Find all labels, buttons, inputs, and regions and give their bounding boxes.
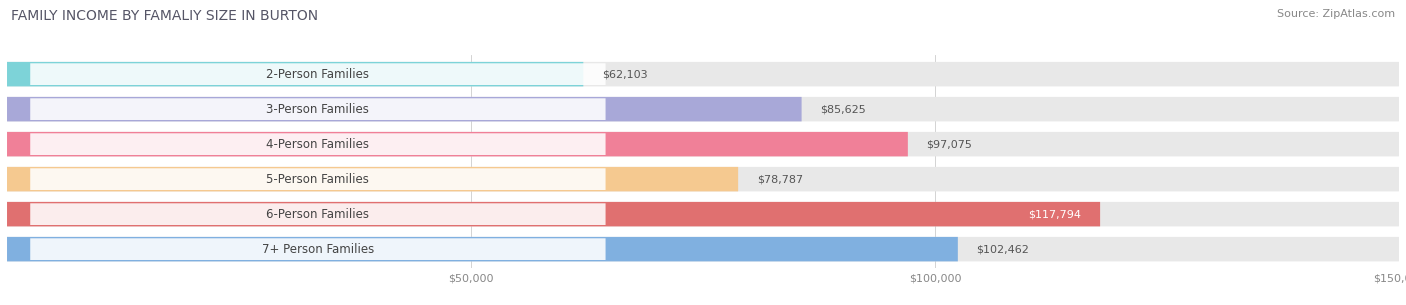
FancyBboxPatch shape	[7, 62, 583, 86]
Text: Source: ZipAtlas.com: Source: ZipAtlas.com	[1277, 9, 1395, 19]
FancyBboxPatch shape	[7, 237, 1399, 261]
FancyBboxPatch shape	[7, 202, 1399, 226]
Text: $102,462: $102,462	[976, 244, 1029, 254]
FancyBboxPatch shape	[7, 97, 801, 121]
Text: 5-Person Families: 5-Person Families	[267, 173, 370, 186]
Text: 3-Person Families: 3-Person Families	[267, 103, 370, 116]
FancyBboxPatch shape	[31, 203, 606, 225]
FancyBboxPatch shape	[7, 62, 1399, 86]
Text: 2-Person Families: 2-Person Families	[266, 68, 370, 81]
FancyBboxPatch shape	[7, 202, 1099, 226]
Text: 6-Person Families: 6-Person Families	[266, 208, 370, 221]
Text: $62,103: $62,103	[602, 69, 648, 79]
FancyBboxPatch shape	[31, 133, 606, 155]
FancyBboxPatch shape	[31, 238, 606, 260]
FancyBboxPatch shape	[31, 98, 606, 120]
Text: 4-Person Families: 4-Person Families	[266, 138, 370, 151]
FancyBboxPatch shape	[7, 167, 1399, 192]
FancyBboxPatch shape	[7, 167, 738, 192]
FancyBboxPatch shape	[31, 168, 606, 190]
Text: FAMILY INCOME BY FAMALIY SIZE IN BURTON: FAMILY INCOME BY FAMALIY SIZE IN BURTON	[11, 9, 318, 23]
FancyBboxPatch shape	[7, 132, 908, 156]
Text: $78,787: $78,787	[756, 174, 803, 184]
Text: $97,075: $97,075	[927, 139, 973, 149]
Text: $85,625: $85,625	[820, 104, 866, 114]
FancyBboxPatch shape	[31, 63, 606, 85]
FancyBboxPatch shape	[7, 132, 1399, 156]
FancyBboxPatch shape	[7, 237, 957, 261]
Text: 7+ Person Families: 7+ Person Families	[262, 243, 374, 256]
FancyBboxPatch shape	[7, 97, 1399, 121]
Text: $117,794: $117,794	[1029, 209, 1081, 219]
